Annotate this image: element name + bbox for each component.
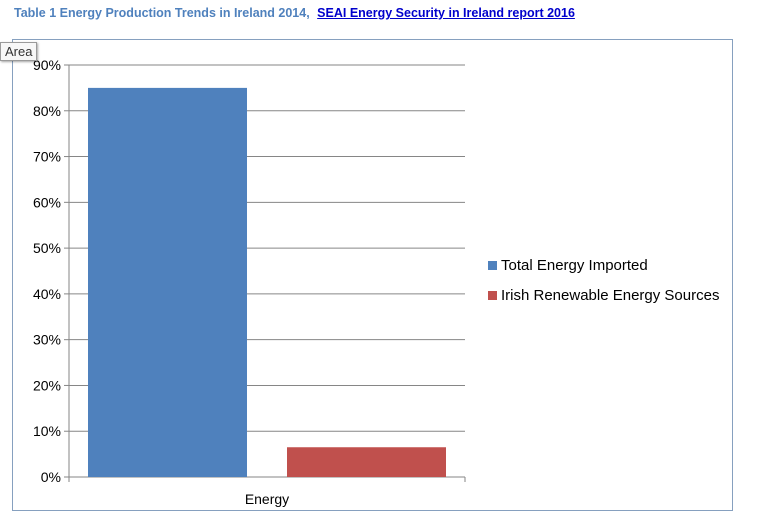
bar-irish-renewable-energy-sources [287,447,446,477]
source-link[interactable]: SEAI Energy Security in Ireland report 2… [317,6,575,20]
y-tick-label: 30% [33,332,61,348]
x-tick-label: Energy [245,491,289,507]
y-tick-label: 0% [41,469,61,485]
y-tick-label: 10% [33,423,61,439]
legend-swatch-red [488,290,497,300]
y-tick-label: 60% [33,194,61,210]
y-tick-label: 90% [33,57,61,73]
legend-swatch-blue [488,260,497,270]
y-tick-label: 40% [33,286,61,302]
y-tick-label: 80% [33,103,61,119]
y-tick-label: 70% [33,149,61,165]
legend-label: Irish Renewable Energy Sources [501,286,720,304]
area-tooltip: Area [0,42,38,61]
legend-label: Total Energy Imported [501,256,648,274]
y-tick-label: 50% [33,240,61,256]
legend-item-total-energy-imported: Total Energy Imported [488,250,719,280]
figure-caption: Table 1 Energy Production Trends in Irel… [14,6,575,20]
bar-total-energy-imported [88,87,247,477]
chart-legend: Total Energy Imported Irish Renewable En… [488,250,719,310]
y-tick-label: 20% [33,377,61,393]
legend-item-irish-renewable-energy-sources: Irish Renewable Energy Sources [488,280,719,310]
caption-text: Table 1 Energy Production Trends in Irel… [14,6,310,20]
